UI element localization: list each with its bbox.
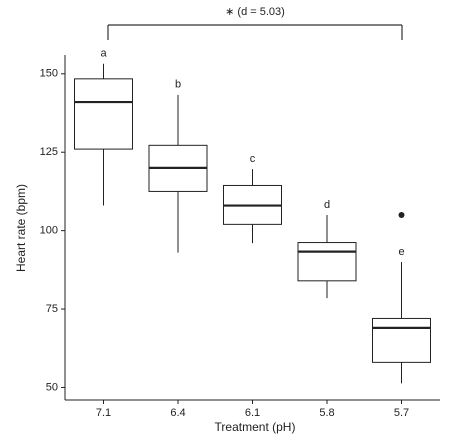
y-tick-label: 100 [40, 225, 58, 237]
group-label: d [324, 199, 330, 211]
y-tick-label: 75 [46, 303, 58, 315]
y-tick-label: 150 [40, 68, 58, 80]
box [297, 242, 357, 282]
y-tick-label: 125 [40, 146, 58, 158]
box [74, 78, 133, 150]
group-label: c [250, 153, 256, 165]
outlier [398, 211, 405, 218]
group-label: a [100, 48, 107, 60]
x-tick-label: 6.4 [170, 407, 185, 419]
x-tick-label: 7.1 [96, 407, 111, 419]
x-axis-label: Treatment (pH) [215, 420, 296, 434]
box [372, 317, 431, 363]
x-tick-label: 5.8 [319, 407, 334, 419]
group-label: b [175, 79, 181, 91]
x-tick-label: 6.1 [245, 407, 260, 419]
annotation: ∗ (d = 5.03) [225, 6, 285, 18]
y-axis-label: Heart rate (bpm) [14, 184, 28, 272]
x-tick-label: 5.7 [394, 407, 409, 419]
y-tick-label: 50 [46, 381, 58, 393]
group-label: e [398, 246, 404, 258]
